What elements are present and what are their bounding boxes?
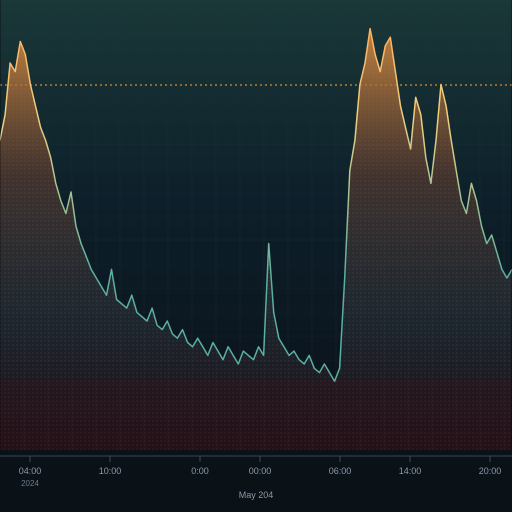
x-axis-title: May 204 bbox=[239, 490, 274, 500]
time-series-chart: 04:00 2024 10:00 0:00 00:00 06:00 14:00 20:00 Ma… bbox=[0, 0, 512, 512]
bottom-glow bbox=[0, 380, 512, 450]
x-tick-label: 04:00 bbox=[19, 466, 42, 476]
x-tick-label: 20:00 bbox=[479, 466, 502, 476]
x-tick-label: 06:00 bbox=[329, 466, 352, 476]
x-tick-sublabel: 2024 bbox=[21, 479, 39, 488]
x-tick-label: 14:00 bbox=[399, 466, 422, 476]
x-tick-label: 10:00 bbox=[99, 466, 122, 476]
x-tick-label: 00:00 bbox=[249, 466, 272, 476]
chart-canvas: 04:00 2024 10:00 0:00 00:00 06:00 14:00 20:00 Ma… bbox=[0, 0, 512, 512]
x-tick-label: 0:00 bbox=[191, 466, 209, 476]
